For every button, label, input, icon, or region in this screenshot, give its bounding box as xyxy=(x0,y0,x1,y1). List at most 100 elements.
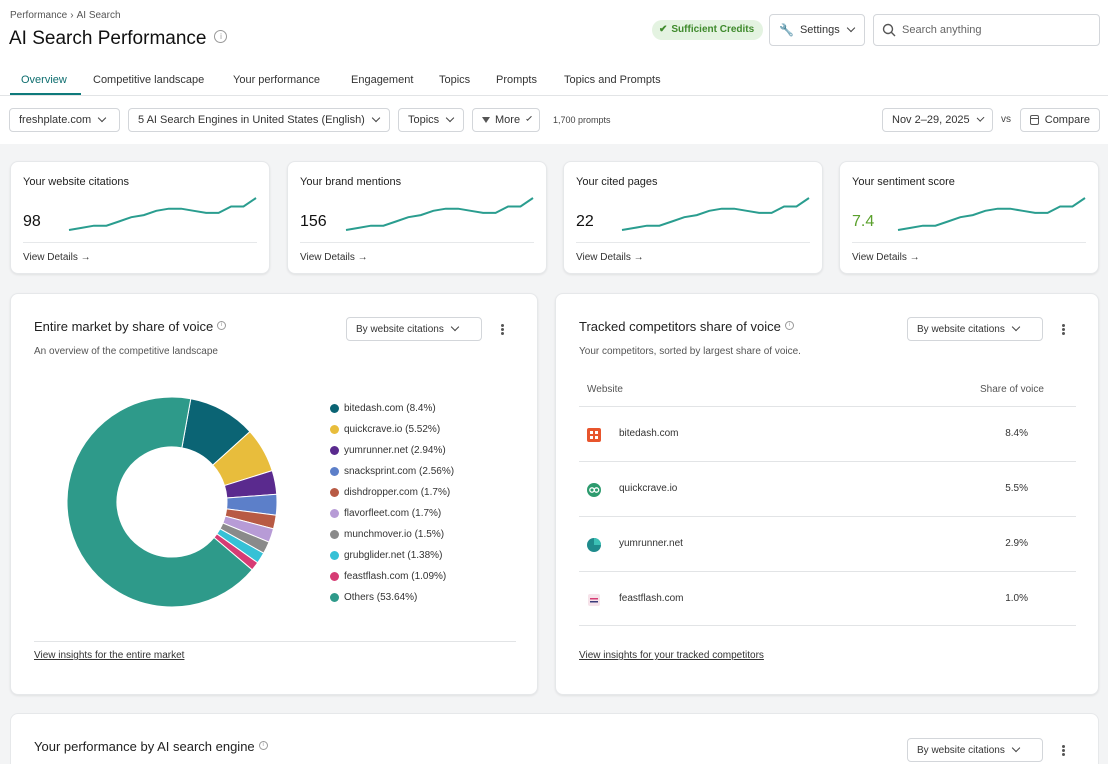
tab-engagement[interactable]: Engagement xyxy=(351,74,414,86)
table-row[interactable]: feastflash.com 1.0% xyxy=(579,571,1076,626)
info-icon[interactable]: i xyxy=(214,30,228,44)
vs-label: vs xyxy=(1001,114,1011,125)
sparkline xyxy=(897,197,1086,231)
panel-subtitle: An overview of the competitive landscape xyxy=(34,346,218,357)
share-of-voice-donut xyxy=(66,396,278,608)
chevron-down-icon xyxy=(445,113,455,123)
column-header-share[interactable]: Share of voice xyxy=(980,384,1044,395)
info-icon[interactable]: i xyxy=(217,321,227,331)
view-details-link[interactable]: View Details → xyxy=(576,252,644,263)
info-icon[interactable]: i xyxy=(258,741,268,751)
info-icon[interactable]: i xyxy=(784,321,794,331)
legend-swatch xyxy=(330,551,339,560)
view-details-link[interactable]: View Details → xyxy=(300,252,368,263)
check-icon: ✔ xyxy=(659,24,668,35)
legend-swatch xyxy=(330,509,339,518)
legend-item[interactable]: quickcrave.io (5.52%) xyxy=(330,419,454,440)
kpi-title: Your website citations xyxy=(23,176,129,188)
tab-topics-and-prompts[interactable]: Topics and Prompts xyxy=(564,74,661,86)
divider xyxy=(852,242,1086,243)
filter-icon xyxy=(482,117,490,123)
page-title: AI Search Performance xyxy=(9,28,207,49)
tab-topics[interactable]: Topics xyxy=(439,74,471,86)
legend-label: flavorfleet.com (1.7%) xyxy=(344,508,442,519)
tab-your-performance[interactable]: Your performance xyxy=(233,74,321,86)
kpi-card-cited-pages: Your cited pages 22 View Details → xyxy=(563,161,823,274)
metric-select[interactable]: By website citations xyxy=(346,317,482,341)
row-share: 2.9% xyxy=(1005,538,1028,549)
credits-label: Sufficient Credits xyxy=(671,24,755,35)
chevron-down-icon xyxy=(97,113,107,123)
tab-bar: Overview Competitive landscape Your perf… xyxy=(0,66,1108,96)
feastflash-logo-icon xyxy=(588,594,600,606)
domain-select[interactable]: freshplate.com xyxy=(9,108,120,132)
metric-select[interactable]: By website citations xyxy=(907,738,1043,762)
view-details-link[interactable]: View Details → xyxy=(23,252,91,263)
search-icon xyxy=(882,23,896,37)
kpi-card-sentiment-score: Your sentiment score 7.4 View Details → xyxy=(839,161,1099,274)
donut-slice[interactable] xyxy=(66,396,253,608)
competitors-insights-link[interactable]: View insights for your tracked competito… xyxy=(579,650,764,661)
breadcrumb-performance[interactable]: Performance xyxy=(10,10,68,21)
legend-item[interactable]: munchmover.io (1.5%) xyxy=(330,524,454,545)
yumrunner-logo-icon xyxy=(587,538,601,552)
panel-subtitle: Your competitors, sorted by largest shar… xyxy=(579,346,801,357)
legend-swatch xyxy=(330,488,339,497)
settings-button[interactable]: 🔧 Settings xyxy=(769,14,865,46)
metric-label: By website citations xyxy=(917,323,1005,335)
legend-label: snacksprint.com (2.56%) xyxy=(344,466,455,477)
legend-label: feastflash.com (1.09%) xyxy=(344,571,447,582)
tab-prompts[interactable]: Prompts xyxy=(496,74,537,86)
search-input[interactable] xyxy=(902,24,1092,36)
row-share: 5.5% xyxy=(1005,483,1028,494)
bitedash-logo-icon xyxy=(587,428,601,442)
legend-item[interactable]: snacksprint.com (2.56%) xyxy=(330,461,454,482)
market-insights-link[interactable]: View insights for the entire market xyxy=(34,650,185,661)
calendar-icon xyxy=(1030,115,1039,125)
legend-item[interactable]: grubglider.net (1.38%) xyxy=(330,545,454,566)
metric-select[interactable]: By website citations xyxy=(907,317,1043,341)
table-row[interactable]: yumrunner.net 2.9% xyxy=(579,516,1076,571)
divider xyxy=(23,242,257,243)
divider xyxy=(576,242,810,243)
active-tab-indicator xyxy=(10,93,81,95)
table-row[interactable]: quickcrave.io 5.5% xyxy=(579,461,1076,516)
legend-item[interactable]: dishdropper.com (1.7%) xyxy=(330,482,454,503)
legend-item[interactable]: feastflash.com (1.09%) xyxy=(330,566,454,587)
legend-item[interactable]: Others (53.64%) xyxy=(330,587,454,608)
table-row[interactable]: bitedash.com 8.4% xyxy=(579,406,1076,461)
legend-swatch xyxy=(330,467,339,476)
date-range-select[interactable]: Nov 2–29, 2025 xyxy=(882,108,993,132)
search-box[interactable] xyxy=(873,14,1100,46)
topics-select[interactable]: Topics xyxy=(398,108,464,132)
legend-item[interactable]: flavorfleet.com (1.7%) xyxy=(330,503,454,524)
legend-item[interactable]: bitedash.com (8.4%) xyxy=(330,398,454,419)
view-details-link[interactable]: View Details → xyxy=(852,252,920,263)
wrench-icon: 🔧 xyxy=(779,23,794,37)
sparkline xyxy=(68,197,257,231)
domain-label: freshplate.com xyxy=(19,114,92,126)
market-share-panel: Entire market by share of voice i An over… xyxy=(10,293,538,695)
more-options-icon[interactable] xyxy=(1061,744,1065,757)
kpi-value: 7.4 xyxy=(852,213,875,230)
panel-title-wrap: Your performance by AI search engine i xyxy=(34,739,268,754)
more-options-icon[interactable] xyxy=(500,323,504,336)
tab-competitive-landscape[interactable]: Competitive landscape xyxy=(93,74,205,86)
kpi-title: Your cited pages xyxy=(576,176,658,188)
engines-label: 5 AI Search Engines in United States (En… xyxy=(138,114,365,126)
kpi-value: 98 xyxy=(23,213,41,230)
kpi-title: Your sentiment score xyxy=(852,176,955,188)
more-options-icon[interactable] xyxy=(1061,323,1065,336)
chart-legend: bitedash.com (8.4%) quickcrave.io (5.52%)… xyxy=(330,398,454,608)
chevron-down-icon xyxy=(1011,743,1021,753)
breadcrumb: Performance › AI Search xyxy=(10,10,121,21)
engines-select[interactable]: 5 AI Search Engines in United States (En… xyxy=(128,108,390,132)
legend-item[interactable]: yumrunner.net (2.94%) xyxy=(330,440,454,461)
legend-swatch xyxy=(330,446,339,455)
more-filters-button[interactable]: More xyxy=(472,108,540,132)
credits-badge: ✔ Sufficient Credits xyxy=(652,20,764,40)
column-header-website[interactable]: Website xyxy=(587,384,623,395)
compare-button[interactable]: Compare xyxy=(1020,108,1100,132)
tab-overview[interactable]: Overview xyxy=(21,74,67,86)
kpi-card-brand-mentions: Your brand mentions 156 View Details → xyxy=(287,161,547,274)
